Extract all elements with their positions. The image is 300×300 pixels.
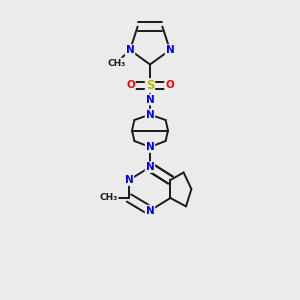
Text: N: N: [146, 110, 154, 120]
Text: N: N: [126, 45, 134, 55]
Text: O: O: [165, 80, 174, 91]
Text: N: N: [146, 206, 154, 216]
Text: N: N: [146, 142, 154, 152]
Text: S: S: [146, 79, 154, 92]
Text: N: N: [146, 94, 154, 105]
Text: O: O: [126, 80, 135, 91]
Text: N: N: [146, 162, 154, 172]
Text: CH₃: CH₃: [100, 194, 118, 202]
Text: CH₃: CH₃: [107, 58, 125, 68]
Text: N: N: [166, 45, 174, 55]
Text: N: N: [124, 175, 134, 185]
